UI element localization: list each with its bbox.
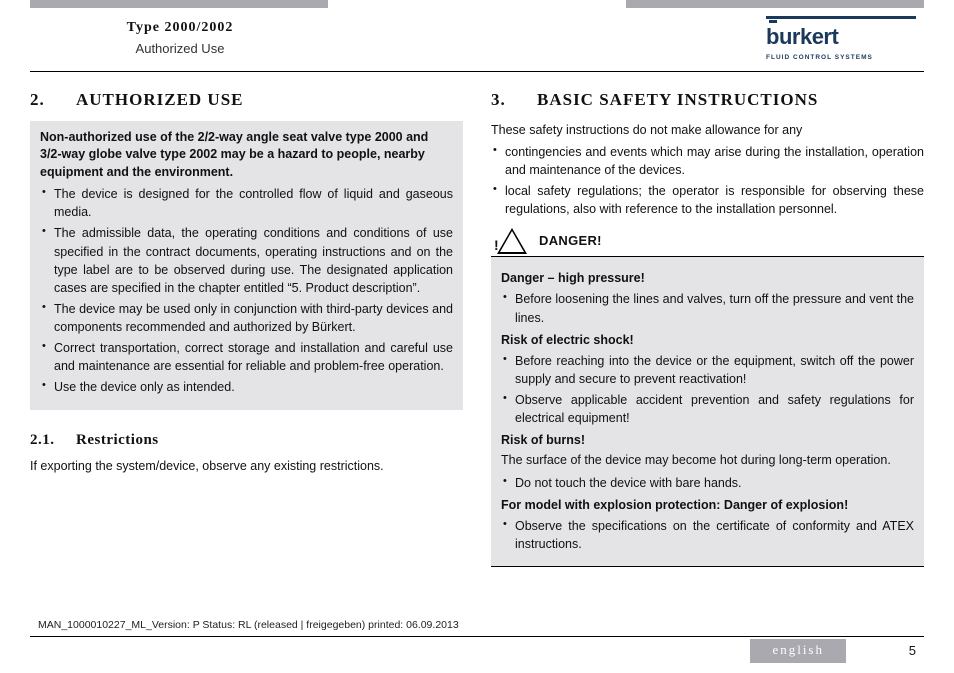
danger-box: Danger – high pressure! Before loosening…	[491, 256, 924, 567]
section-2-1-num: 2.1.	[30, 430, 76, 452]
brand-wordmark: burkert	[766, 21, 916, 53]
list-item: Before reaching into the device or the e…	[501, 352, 914, 388]
danger-list: Before reaching into the device or the e…	[501, 352, 914, 428]
section-3-heading: 3. BASIC SAFETY INSTRUCTIONS	[491, 88, 924, 113]
language-badge: english	[750, 639, 846, 663]
page-number: 5	[909, 642, 916, 661]
danger-header: ! DANGER!	[491, 228, 924, 254]
list-item: Do not touch the device with bare hands.	[501, 474, 914, 492]
header-type-line: Type 2000/2002	[30, 18, 330, 38]
danger-sub-heading: Risk of electric shock!	[501, 331, 914, 349]
content-area: 2. AUTHORIZED USE Non-authorized use of …	[30, 88, 924, 627]
list-item: contingencies and events which may arise…	[491, 143, 924, 179]
list-item: Observe applicable accident prevention a…	[501, 391, 914, 427]
list-item: The admissible data, the operating condi…	[40, 224, 453, 297]
danger-label: DANGER!	[539, 232, 602, 251]
list-item: local safety regulations; the operator i…	[491, 182, 924, 218]
danger-sub-heading: For model with explosion protection: Dan…	[501, 496, 914, 514]
brand-logo: burkert FLUID CONTROL SYSTEMS	[766, 16, 916, 62]
header-subtitle: Authorized Use	[30, 40, 330, 59]
danger-text: The surface of the device may become hot…	[501, 451, 914, 469]
warning-triangle-icon: !	[497, 228, 527, 254]
doc-id-footer: MAN_1000010227_ML_Version: P Status: RL …	[38, 618, 459, 633]
list-item: Before loosening the lines and valves, t…	[501, 290, 914, 326]
danger-list: Before loosening the lines and valves, t…	[501, 290, 914, 326]
section-2-1-title: Restrictions	[76, 430, 159, 452]
stripe-gap	[328, 0, 626, 8]
warn-lead-text: Non-authorized use of the 2/2-way angle …	[40, 129, 453, 182]
section-2-num: 2.	[30, 88, 76, 113]
section-3-intro-list: contingencies and events which may arise…	[491, 143, 924, 219]
page-header: Type 2000/2002 Authorized Use burkert FL…	[30, 14, 924, 72]
list-item: The device is designed for the controlle…	[40, 185, 453, 221]
stripe-left	[30, 0, 328, 8]
brand-rule	[766, 16, 916, 19]
footer-rule	[30, 636, 924, 637]
section-3-title: BASIC SAFETY INSTRUCTIONS	[537, 88, 818, 113]
list-item: Use the device only as intended.	[40, 378, 453, 396]
top-stripe	[0, 0, 954, 8]
restrictions-text: If exporting the system/device, observe …	[30, 457, 463, 475]
authorized-use-box: Non-authorized use of the 2/2-way angle …	[30, 121, 463, 410]
header-left-block: Type 2000/2002 Authorized Use	[30, 18, 330, 59]
brand-tagline: FLUID CONTROL SYSTEMS	[766, 53, 916, 62]
section-2-heading: 2. AUTHORIZED USE	[30, 88, 463, 113]
right-column: 3. BASIC SAFETY INSTRUCTIONS These safet…	[491, 88, 924, 627]
danger-list: Do not touch the device with bare hands.	[501, 474, 914, 492]
danger-sub-heading: Risk of burns!	[501, 431, 914, 449]
stripe-right	[626, 0, 924, 8]
section-3-num: 3.	[491, 88, 537, 113]
section-3-intro: These safety instructions do not make al…	[491, 121, 924, 139]
left-column: 2. AUTHORIZED USE Non-authorized use of …	[30, 88, 463, 627]
danger-list: Observe the specifications on the certif…	[501, 517, 914, 553]
danger-sub-heading: Danger – high pressure!	[501, 269, 914, 287]
section-2-1-heading: 2.1. Restrictions	[30, 430, 463, 452]
list-item: Observe the specifications on the certif…	[501, 517, 914, 553]
authorized-use-list: The device is designed for the controlle…	[40, 185, 453, 396]
list-item: The device may be used only in conjuncti…	[40, 300, 453, 336]
list-item: Correct transportation, correct storage …	[40, 339, 453, 375]
section-2-title: AUTHORIZED USE	[76, 88, 244, 113]
